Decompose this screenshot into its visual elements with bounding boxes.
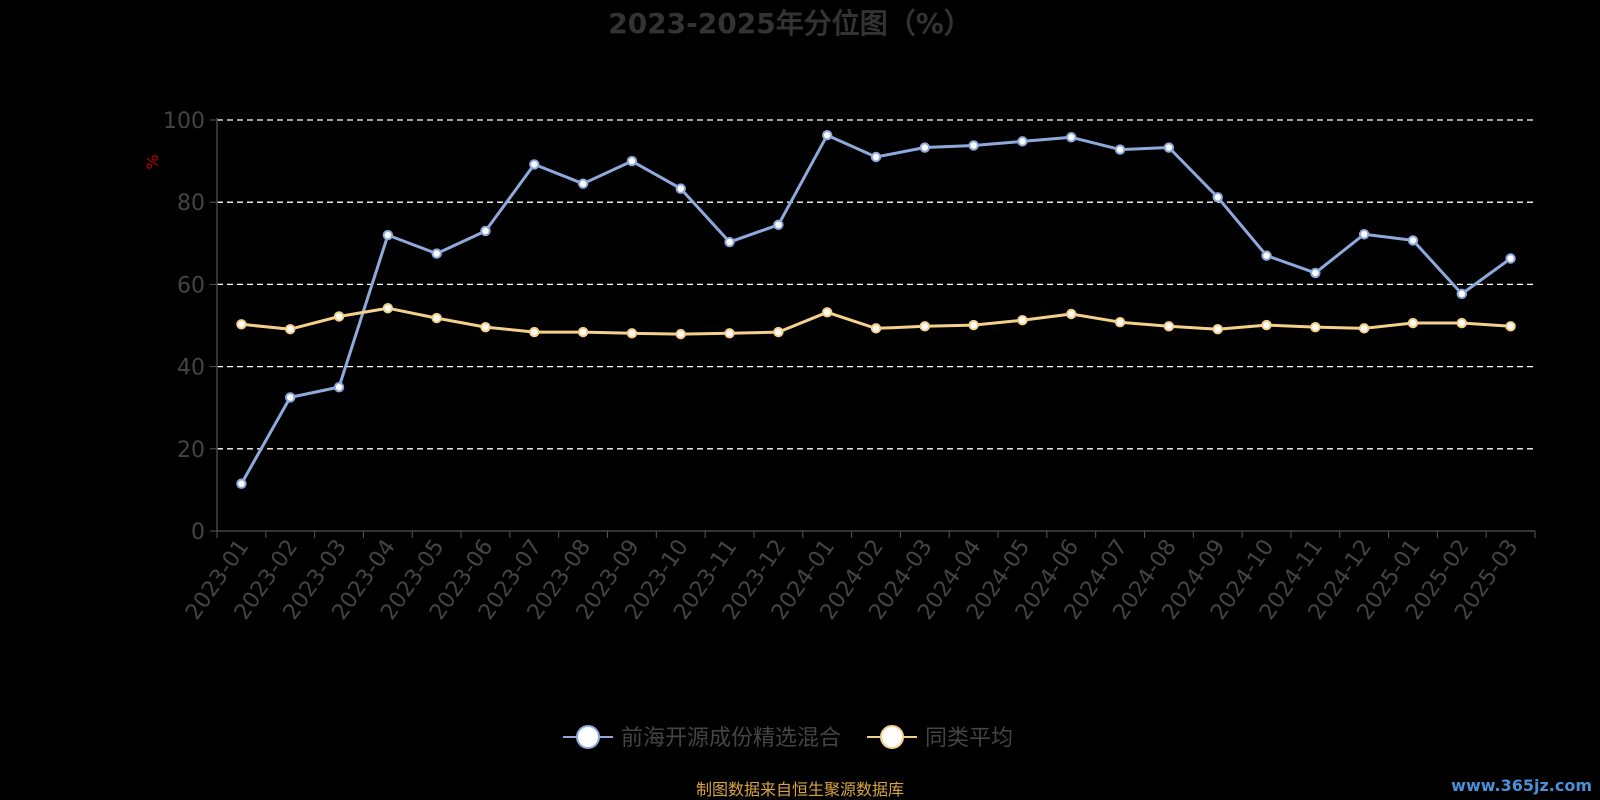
series-lines bbox=[236, 130, 1516, 489]
data-point bbox=[333, 311, 345, 322]
legend: 前海开源成份精选混合 同类平均 bbox=[563, 725, 1013, 751]
gridlines bbox=[217, 119, 1535, 450]
data-point bbox=[626, 328, 638, 339]
series-1 bbox=[236, 130, 1516, 489]
y-tick-label: 60 bbox=[177, 273, 205, 298]
data-point bbox=[1407, 235, 1419, 246]
legend-item-2[interactable]: 同类平均 bbox=[867, 725, 1013, 751]
data-point bbox=[870, 151, 882, 163]
data-point bbox=[1163, 142, 1175, 153]
legend-label: 同类平均 bbox=[925, 726, 1013, 751]
legend-marker bbox=[576, 725, 600, 749]
y-tick-label: 80 bbox=[177, 191, 205, 216]
data-point bbox=[236, 319, 247, 330]
legend-marker bbox=[880, 725, 905, 749]
y-axis-unit: % bbox=[143, 154, 162, 169]
data-point bbox=[529, 159, 540, 170]
data-point bbox=[1163, 321, 1175, 332]
data-point bbox=[1066, 308, 1077, 320]
data-source-note: 制图数据来自恒生聚源数据库 bbox=[696, 780, 904, 799]
data-point bbox=[968, 319, 979, 331]
data-point bbox=[773, 326, 784, 338]
data-point bbox=[1407, 317, 1419, 329]
data-point bbox=[870, 323, 882, 334]
data-point bbox=[724, 328, 735, 339]
data-point bbox=[1456, 288, 1467, 300]
y-tick-label: 100 bbox=[163, 109, 205, 134]
data-point bbox=[919, 321, 931, 332]
data-point bbox=[675, 328, 686, 340]
series-line bbox=[240, 133, 1512, 485]
data-point bbox=[431, 312, 442, 324]
data-point bbox=[1017, 314, 1028, 326]
data-point bbox=[1114, 144, 1126, 155]
data-point bbox=[1310, 321, 1321, 333]
y-tick-label: 20 bbox=[177, 438, 205, 463]
data-point bbox=[285, 392, 296, 403]
data-point bbox=[821, 130, 833, 141]
data-point bbox=[1505, 321, 1516, 332]
data-point bbox=[821, 307, 833, 318]
data-point bbox=[1261, 250, 1272, 261]
data-point bbox=[1261, 319, 1272, 331]
y-tick-label: 40 bbox=[177, 356, 205, 381]
data-point bbox=[1505, 253, 1516, 264]
data-point bbox=[1358, 229, 1370, 240]
legend-label: 前海开源成份精选混合 bbox=[621, 726, 841, 751]
data-point bbox=[1456, 317, 1467, 329]
y-tick-label: 0 bbox=[191, 520, 205, 545]
data-point bbox=[626, 155, 638, 167]
data-point bbox=[577, 326, 589, 338]
data-point bbox=[675, 183, 686, 194]
watermark: www.365jz.com bbox=[1451, 776, 1592, 795]
data-point bbox=[577, 178, 589, 189]
data-point bbox=[431, 248, 442, 259]
data-point bbox=[285, 323, 296, 335]
data-point bbox=[333, 381, 345, 393]
series-2 bbox=[236, 303, 1516, 340]
data-point bbox=[724, 236, 735, 248]
data-point bbox=[1017, 136, 1028, 147]
data-point bbox=[1310, 267, 1321, 279]
data-point bbox=[1212, 323, 1223, 335]
data-point bbox=[236, 478, 247, 489]
data-point bbox=[1066, 132, 1077, 143]
legend-item-1[interactable]: 前海开源成份精选混合 bbox=[563, 725, 841, 751]
data-point bbox=[382, 303, 394, 314]
data-point bbox=[529, 326, 540, 338]
data-point bbox=[773, 219, 784, 231]
data-point bbox=[382, 229, 394, 241]
chart-title: 2023-2025年分位图（%） bbox=[608, 7, 972, 40]
data-point bbox=[968, 140, 979, 151]
data-point bbox=[480, 225, 491, 237]
data-point bbox=[1212, 192, 1223, 203]
data-point bbox=[919, 142, 931, 153]
data-point bbox=[1114, 317, 1126, 328]
data-point bbox=[480, 321, 491, 333]
data-point bbox=[1358, 323, 1370, 334]
